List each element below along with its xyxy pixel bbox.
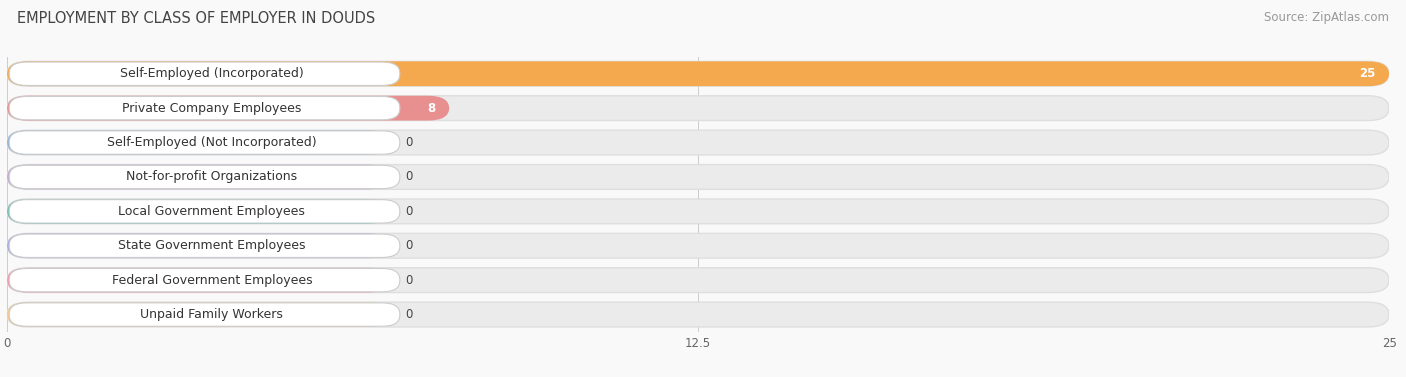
Text: State Government Employees: State Government Employees	[118, 239, 305, 252]
FancyBboxPatch shape	[7, 302, 389, 327]
FancyBboxPatch shape	[10, 97, 399, 120]
FancyBboxPatch shape	[7, 268, 389, 293]
FancyBboxPatch shape	[7, 61, 1389, 86]
Text: 0: 0	[406, 205, 413, 218]
Text: Not-for-profit Organizations: Not-for-profit Organizations	[127, 170, 298, 184]
FancyBboxPatch shape	[7, 199, 1389, 224]
FancyBboxPatch shape	[7, 233, 1389, 258]
Text: Local Government Employees: Local Government Employees	[118, 205, 305, 218]
FancyBboxPatch shape	[7, 165, 1389, 189]
Text: Source: ZipAtlas.com: Source: ZipAtlas.com	[1264, 11, 1389, 24]
Text: Private Company Employees: Private Company Employees	[122, 102, 301, 115]
Text: EMPLOYMENT BY CLASS OF EMPLOYER IN DOUDS: EMPLOYMENT BY CLASS OF EMPLOYER IN DOUDS	[17, 11, 375, 26]
Text: 0: 0	[406, 170, 413, 184]
FancyBboxPatch shape	[7, 268, 1389, 293]
Text: Federal Government Employees: Federal Government Employees	[111, 274, 312, 287]
Text: 25: 25	[1360, 67, 1375, 80]
FancyBboxPatch shape	[7, 96, 450, 121]
Text: 0: 0	[406, 274, 413, 287]
FancyBboxPatch shape	[7, 61, 1389, 86]
FancyBboxPatch shape	[7, 233, 389, 258]
Text: Self-Employed (Incorporated): Self-Employed (Incorporated)	[120, 67, 304, 80]
Text: Self-Employed (Not Incorporated): Self-Employed (Not Incorporated)	[107, 136, 316, 149]
FancyBboxPatch shape	[7, 199, 389, 224]
FancyBboxPatch shape	[7, 165, 389, 189]
FancyBboxPatch shape	[7, 96, 1389, 121]
Text: 0: 0	[406, 308, 413, 321]
FancyBboxPatch shape	[10, 200, 399, 223]
Text: 0: 0	[406, 136, 413, 149]
FancyBboxPatch shape	[10, 303, 399, 326]
FancyBboxPatch shape	[10, 165, 399, 188]
FancyBboxPatch shape	[10, 234, 399, 257]
FancyBboxPatch shape	[7, 130, 1389, 155]
FancyBboxPatch shape	[7, 130, 389, 155]
Text: Unpaid Family Workers: Unpaid Family Workers	[141, 308, 283, 321]
FancyBboxPatch shape	[10, 62, 399, 86]
FancyBboxPatch shape	[10, 268, 399, 292]
FancyBboxPatch shape	[10, 131, 399, 154]
Text: 8: 8	[427, 102, 436, 115]
Text: 0: 0	[406, 239, 413, 252]
FancyBboxPatch shape	[7, 302, 1389, 327]
